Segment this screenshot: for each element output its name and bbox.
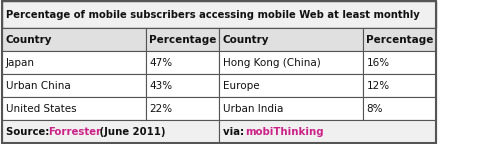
Text: Percentage: Percentage [149,35,217,45]
Text: (June 2011): (June 2011) [96,127,187,137]
Bar [146,29,219,51]
Bar [2,51,146,74]
Text: via:: via: [223,127,247,137]
Text: 47%: 47% [149,58,173,68]
Text: Country: Country [6,35,52,45]
Bar [219,120,436,143]
Bar [2,97,146,120]
Bar [219,51,363,74]
Bar [363,51,436,74]
Text: Country: Country [223,35,269,45]
Text: Japan: Japan [6,58,35,68]
Text: Percentage: Percentage [366,35,434,45]
Text: 22%: 22% [149,104,173,114]
Text: Urban India: Urban India [223,104,283,114]
Bar [2,120,219,143]
Bar [2,74,146,97]
Text: Percentage of mobile subscribers accessing mobile Web at least monthly: Percentage of mobile subscribers accessi… [6,10,419,20]
Bar [219,97,363,120]
Text: Urban China: Urban China [6,81,70,91]
Bar [2,29,146,51]
Bar [363,74,436,97]
Text: 16%: 16% [366,58,389,68]
Text: United States: United States [6,104,76,114]
Text: mobiThinking: mobiThinking [245,127,323,137]
Text: 43%: 43% [149,81,173,91]
Bar [363,29,436,51]
Bar [146,74,219,97]
Text: Source:: Source: [6,127,53,137]
Bar [2,1,436,29]
Bar [219,74,363,97]
Text: 8%: 8% [366,104,383,114]
Text: 12%: 12% [366,81,389,91]
Bar [363,97,436,120]
Bar [219,29,363,51]
Text: Forrester: Forrester [48,127,101,137]
Bar [146,97,219,120]
Bar [146,51,219,74]
Text: Europe: Europe [223,81,259,91]
Text: Hong Kong (China): Hong Kong (China) [223,58,321,68]
